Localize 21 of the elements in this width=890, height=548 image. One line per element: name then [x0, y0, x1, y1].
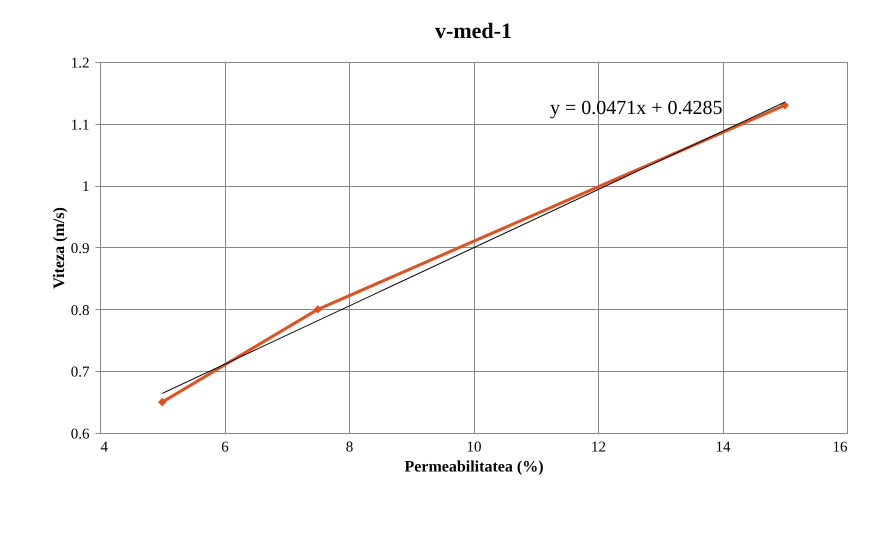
y-tick-label: 0.9 [70, 241, 90, 257]
annotation: y = 0.0471x + 0.4285 [550, 97, 723, 119]
point [780, 101, 789, 110]
x-tick-label: 10 [466, 440, 482, 456]
chart-title: v-med-1 [435, 18, 512, 43]
x-axis-title: Permeabilitatea (%) [404, 458, 544, 476]
x-tick-label: 12 [591, 440, 606, 456]
point [314, 305, 322, 314]
y-tick-label: 1.2 [70, 56, 90, 72]
y-tick-label: 0.7 [70, 364, 90, 381]
x-tick-label: 4 [100, 440, 108, 456]
x-tick-label: 8 [346, 440, 354, 456]
x-tick-label: 6 [221, 440, 230, 456]
y-tick-label: 0.6 [70, 426, 90, 442]
x-tick-label: 14 [716, 440, 731, 456]
y-axis-title: Viteza (m/s) [50, 207, 68, 289]
y-tick-label: 0.8 [70, 302, 90, 319]
x-tick-label: 16 [832, 440, 848, 456]
point [158, 398, 166, 406]
y-tick-label: 1.1 [70, 117, 90, 134]
y-tick-label: 1 [82, 179, 90, 196]
